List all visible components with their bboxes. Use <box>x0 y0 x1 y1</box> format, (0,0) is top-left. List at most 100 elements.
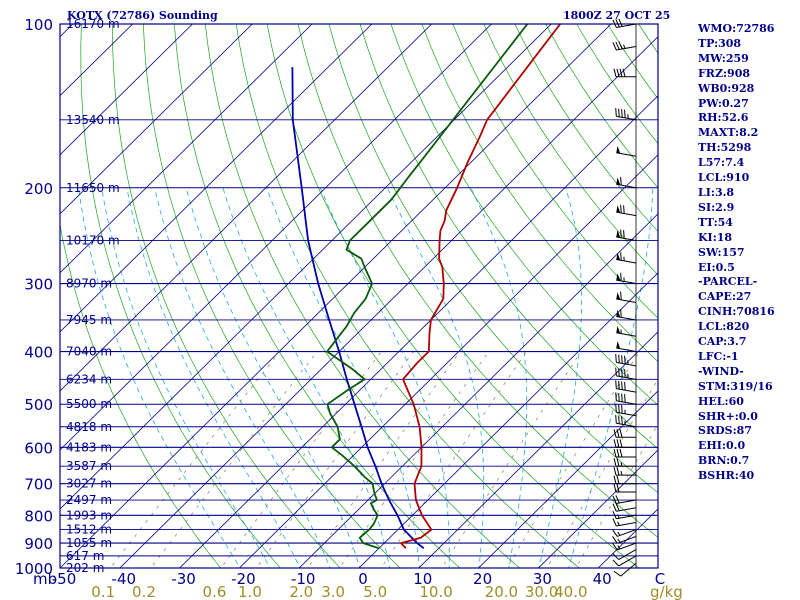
pressure-tick-label: 700 <box>24 476 53 494</box>
pressure-tick-label: 200 <box>24 180 53 198</box>
wind-barb <box>616 145 637 157</box>
wind-barb <box>616 325 637 337</box>
wind-barb <box>615 354 637 367</box>
wind-barb <box>615 415 637 428</box>
index-item: BSHR:40 <box>698 469 755 483</box>
index-item: L57:7.4 <box>698 156 745 170</box>
temperature-tick-label: 20 <box>473 570 492 588</box>
mixing-ratio-label: 1.0 <box>238 583 262 600</box>
wind-barb <box>612 518 637 527</box>
height-label: 1055 m <box>66 536 112 550</box>
height-label: 1512 m <box>66 523 112 537</box>
index-item: LCL:820 <box>698 320 750 334</box>
height-label: 16170 m <box>66 17 120 31</box>
mixing-ratio-line <box>546 378 658 568</box>
mixing-ratio-label: 10.0 <box>419 583 452 600</box>
isotherm <box>179 95 658 568</box>
index-item: HEL:60 <box>698 394 744 408</box>
wind-barb <box>612 542 637 551</box>
isotherm <box>0 24 13 580</box>
index-item: SHR+:0.0 <box>698 409 758 423</box>
isotherm <box>60 24 253 215</box>
moist-adiabat <box>538 187 583 568</box>
wind-barb <box>615 367 637 380</box>
index-item: SI:2.9 <box>698 200 735 214</box>
isotherm <box>537 449 658 568</box>
wind-barb <box>613 458 636 467</box>
wind-barb <box>613 439 636 448</box>
wind-barb <box>616 204 637 217</box>
index-item: EHI:0.0 <box>698 439 746 453</box>
temperature-unit-label: C <box>655 570 665 588</box>
moist-adiabat <box>266 187 420 568</box>
index-item: EI:0.5 <box>698 260 735 274</box>
temperature-tick-label: -10 <box>291 570 316 588</box>
index-item: TT:54 <box>698 215 733 229</box>
temperature-tick-label: -40 <box>112 570 137 588</box>
isotherm <box>60 24 492 451</box>
index-item: -PARCEL- <box>698 275 758 289</box>
pressure-tick-label: 600 <box>24 439 53 457</box>
pressure-tick-label: 900 <box>24 535 53 553</box>
indices-panel: WMO:72786 TP:308 MW:259 FRZ:908 WB0:928 PW:0.… <box>698 22 798 484</box>
dry-adiabat <box>421 24 658 363</box>
wind-barb <box>615 392 637 405</box>
temperature-tick-label: -50 <box>52 570 77 588</box>
wind-barb <box>616 309 637 321</box>
axis-labels: 16170 m 13540 m 11650 m 10170 m 8970 m 7945 m… <box>15 16 683 600</box>
height-label: 1993 m <box>66 508 112 522</box>
temperature-tick-label: 10 <box>413 570 432 588</box>
isotherm <box>60 24 74 38</box>
wind-barb <box>612 41 637 51</box>
height-label: 10170 m <box>66 233 120 247</box>
dry-adiabat <box>328 24 658 494</box>
dry-adiabat <box>359 24 658 450</box>
index-item: SRDS:87 <box>698 424 752 438</box>
index-item: CAPE:27 <box>698 290 752 304</box>
isotherm <box>60 24 432 392</box>
index-item: MW:259 <box>698 51 749 65</box>
wind-barb <box>616 176 637 189</box>
dewpoint-line <box>326 24 529 550</box>
wind-barb <box>613 429 636 438</box>
mixing-ratio-line <box>220 351 382 568</box>
index-item: MAXT:8.2 <box>698 126 759 140</box>
mixing-ratio-label: 30.0 <box>525 583 558 600</box>
index-item: WMO:72786 <box>698 22 775 35</box>
wind-barb <box>613 68 636 78</box>
dry-adiabat <box>112 24 341 568</box>
isotherm <box>60 24 552 510</box>
mixing-ratio-label: 0.2 <box>132 583 156 600</box>
height-label: 4818 m <box>66 420 112 434</box>
isotherm <box>60 24 313 274</box>
mixing-ratio-line <box>441 351 582 568</box>
dry-adiabat <box>204 24 521 568</box>
height-label: 8970 m <box>66 277 112 291</box>
moist-adiabat <box>470 187 528 568</box>
index-item: SW:157 <box>698 245 745 259</box>
mixing-ratio-label: 0.6 <box>203 583 227 600</box>
pressure-tick-label: 500 <box>24 396 53 414</box>
height-label: 13540 m <box>66 113 120 127</box>
moist-adiabat <box>126 187 301 568</box>
pressure-tick-label: 400 <box>24 344 53 362</box>
index-item: FRZ:908 <box>698 66 751 80</box>
height-label: 617 m <box>66 549 104 563</box>
index-item: TH:5298 <box>698 141 752 155</box>
dry-adiabat <box>452 24 658 319</box>
background-lines <box>0 24 658 580</box>
index-item: KI:18 <box>698 230 733 244</box>
index-item: TP:308 <box>698 36 742 50</box>
dry-adiabat <box>235 24 580 568</box>
wind-barb <box>613 467 636 476</box>
wind-barb <box>612 529 637 537</box>
temperature-tick-label: 30 <box>533 570 552 588</box>
isotherm <box>60 24 193 156</box>
pressure-tick-label: 1000 <box>15 560 53 578</box>
isotherm <box>238 154 658 568</box>
index-item: LI:3.8 <box>698 185 735 199</box>
isotherm <box>478 390 658 568</box>
wind-barb <box>612 535 637 544</box>
isotherm <box>418 331 658 568</box>
